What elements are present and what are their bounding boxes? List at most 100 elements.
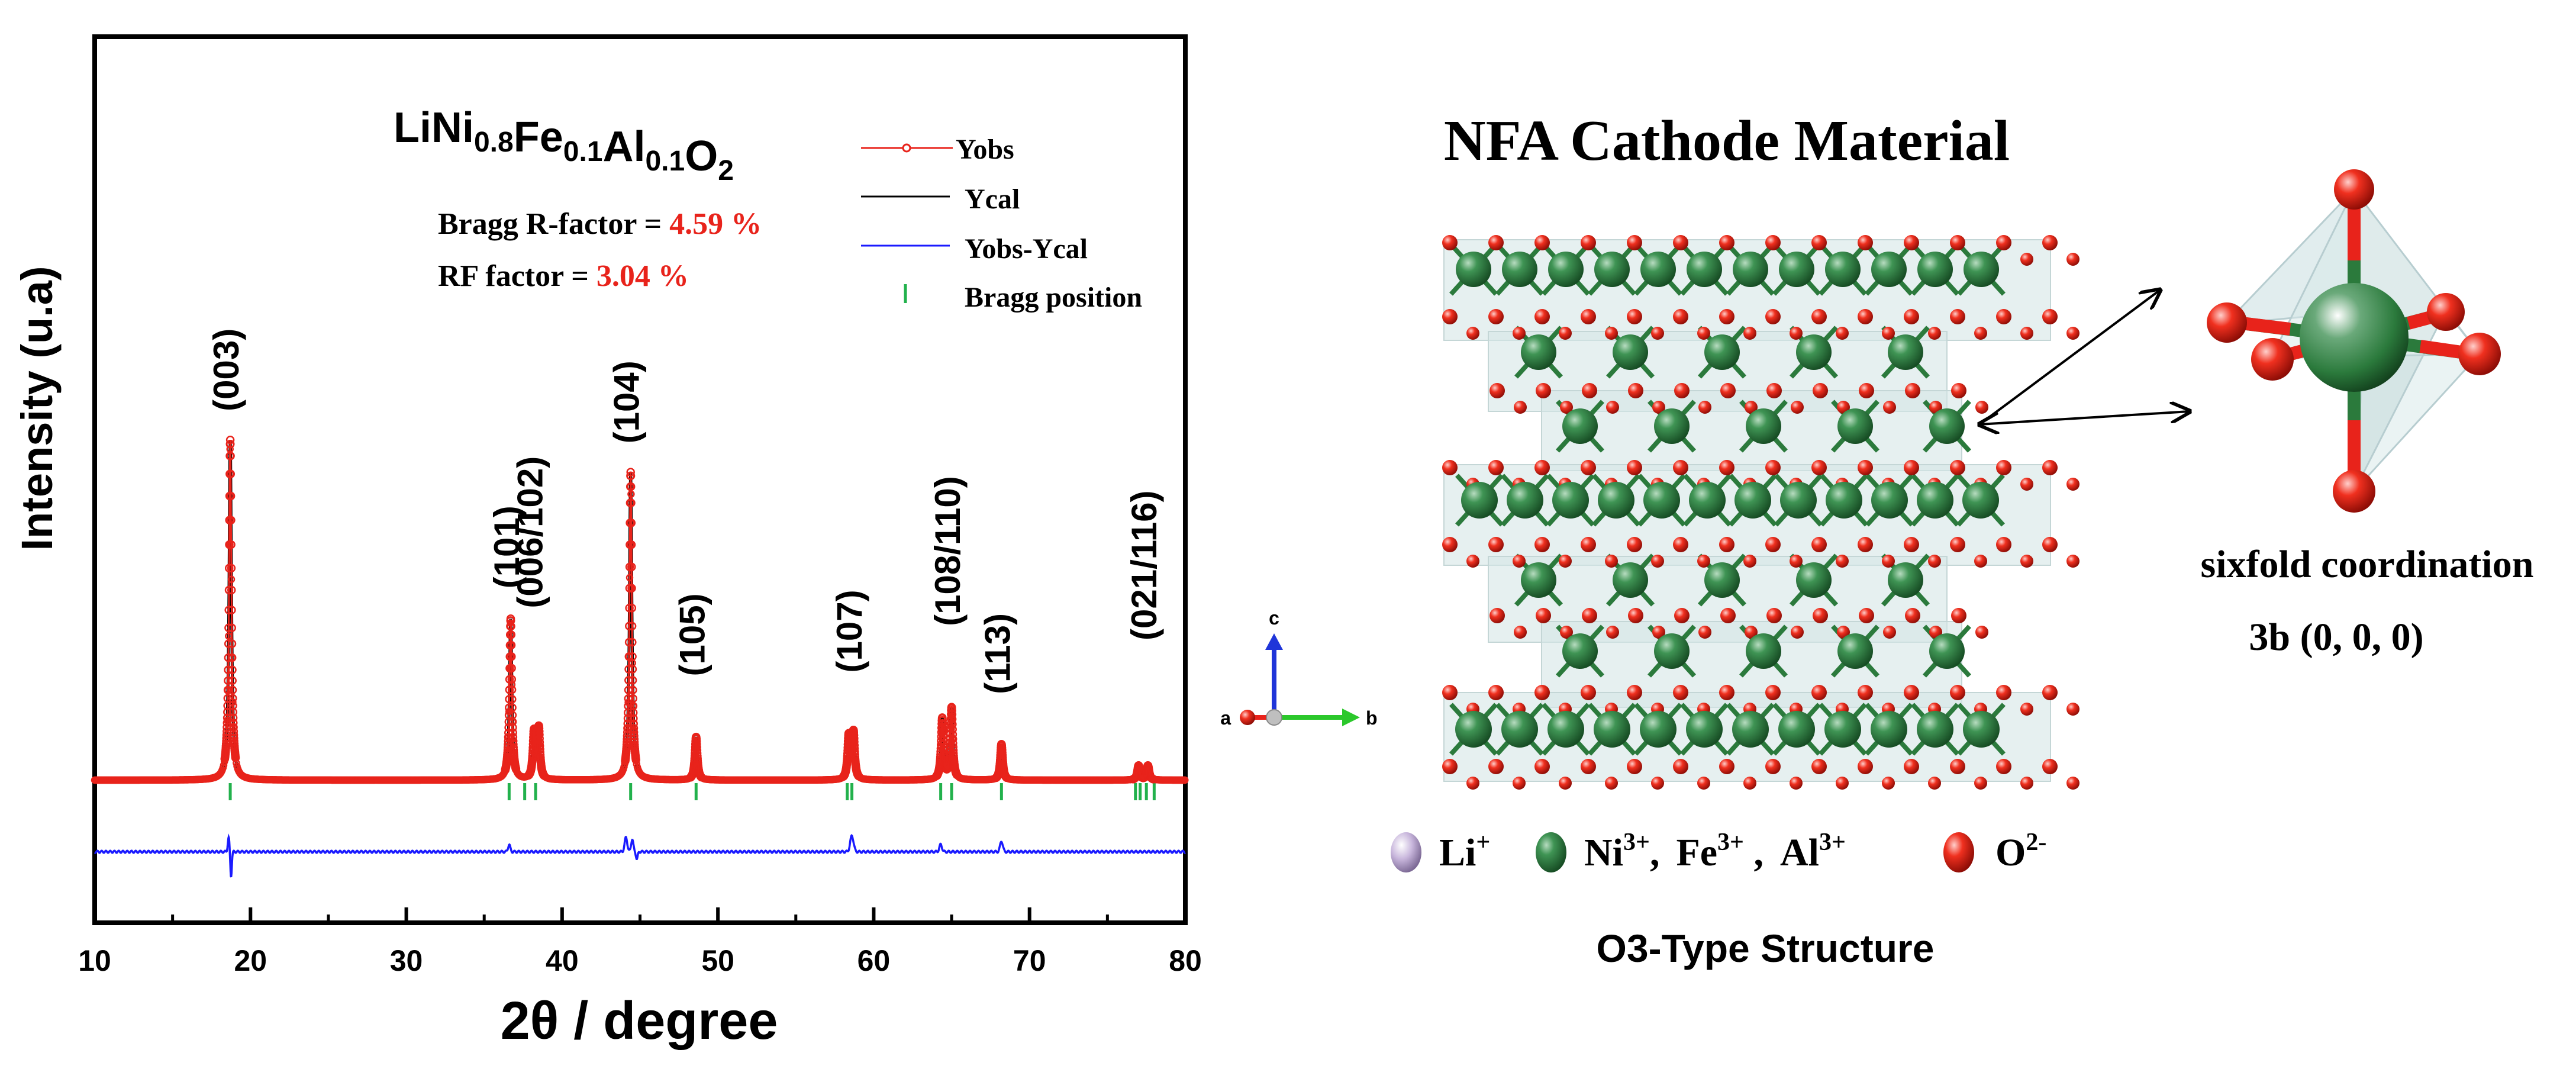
metal-atom — [1796, 334, 1832, 370]
oxygen-atom — [1559, 555, 1572, 568]
metal-atom — [1824, 711, 1861, 748]
metal-atom — [1929, 408, 1965, 444]
oxygen-atom — [1466, 777, 1479, 790]
oxygen-atom — [1904, 759, 1919, 774]
metal-atom — [1548, 252, 1584, 287]
metal-atom — [1732, 711, 1769, 748]
oxygen-atom — [1905, 608, 1920, 623]
metal-atom — [1562, 408, 1598, 444]
b-axis-arrowhead — [1342, 709, 1360, 726]
oxygen-atom — [2066, 253, 2080, 266]
formula-subscript: 0.1 — [645, 146, 685, 177]
formula-part: Al — [602, 123, 645, 170]
metal-atom — [1837, 633, 1873, 669]
metal-atom — [1654, 408, 1690, 444]
oxygen-atom — [1442, 235, 1458, 250]
oxygen-atom — [1904, 460, 1919, 475]
oxygen-atom — [1883, 401, 1896, 414]
oxygen-atom — [1765, 537, 1781, 552]
oxygen-atom — [1905, 383, 1920, 398]
oxygen-atom — [1858, 460, 1873, 475]
legend-yobs-marker — [902, 143, 911, 153]
metal-atom — [1929, 633, 1965, 669]
oxygen-atom — [1950, 537, 1965, 552]
metal-atom — [1780, 482, 1817, 519]
oxygen-atom — [1904, 685, 1919, 700]
oxygen-atom — [1811, 309, 1827, 324]
peak-label: (101) — [487, 505, 527, 588]
xrd-chart: 10 20 30 40 50 60 70 80 (003) (101)(006/102) (104… — [12, 34, 1202, 1051]
metal-atom — [1964, 252, 1999, 287]
oxygen-atom — [1488, 309, 1504, 324]
oxygen-atom — [1975, 626, 1988, 639]
metal-atom — [1796, 562, 1832, 598]
oxygen-atom — [1813, 383, 1828, 398]
oxygen-atom — [2020, 703, 2033, 716]
axis-label-a: a — [1220, 707, 1231, 729]
x-tick-label: 10 — [78, 944, 111, 977]
o-legend-icon — [1943, 832, 1974, 872]
oxygen-atom — [1766, 383, 1782, 398]
oxygen-atom — [1534, 759, 1550, 774]
oxygen-atom — [1882, 555, 1895, 568]
metal-atom — [1594, 711, 1630, 748]
oxygen-atom — [1488, 460, 1504, 475]
oxygen-atom — [1488, 235, 1504, 250]
oxygen-atom — [1996, 460, 2011, 475]
metal-atom — [1837, 408, 1873, 444]
oxygen-atom — [1858, 759, 1873, 774]
oxygen-atom — [1605, 777, 1618, 790]
oxygen-atom — [1466, 327, 1479, 340]
oxygen-atom — [1488, 759, 1504, 774]
pointer-arrow-lower — [1979, 411, 2190, 424]
oxygen-atom — [1627, 685, 1642, 700]
oxygen-atom — [1858, 685, 1873, 700]
oxygen-atom — [2020, 327, 2033, 340]
ycal-line — [95, 440, 1185, 782]
oxygen-atom — [1719, 309, 1734, 324]
metal-atom — [1521, 562, 1556, 598]
oxygen-atom — [1836, 777, 1849, 790]
oxygen-atom — [1652, 401, 1665, 414]
oxygen-atom — [1581, 759, 1596, 774]
chart-legend: Yobs Ycal Yobs-Ycal Bragg position — [861, 134, 1142, 313]
oxygen-atom-right — [2458, 333, 2501, 375]
oxygen-atom — [1560, 401, 1573, 414]
structure-subtitle: O3-Type Structure — [1597, 926, 1935, 970]
metal-atom — [1547, 711, 1584, 748]
oxygen-atom — [1442, 460, 1458, 475]
oxygen-atom — [2066, 703, 2080, 716]
axis-label-b: b — [1366, 707, 1378, 729]
oxygen-atom — [1951, 608, 1966, 623]
oxygen-atom-bottom — [2333, 470, 2375, 513]
oxygen-atom — [1719, 537, 1734, 552]
metal-atom — [1704, 562, 1740, 598]
oxygen-atom — [2042, 460, 2058, 475]
metal-atom — [1871, 482, 1908, 519]
oxygen-atom — [1975, 401, 1988, 414]
oxygen-atom — [1790, 327, 1803, 340]
structure-title: NFA Cathode Material — [1444, 109, 2010, 173]
axis-label-c: c — [1269, 607, 1279, 629]
oxygen-atom — [1628, 383, 1643, 398]
oxygen-atom — [1442, 759, 1458, 774]
metal-atom — [1962, 482, 1999, 519]
oxygen-atom — [1904, 235, 1919, 250]
oxygen-atom — [1811, 460, 1827, 475]
metal-atom — [1687, 252, 1722, 287]
legend-yobs-label: Yobs — [956, 134, 1014, 165]
metal-atom — [1502, 252, 1537, 287]
oxygen-atom — [1974, 555, 1987, 568]
oxygen-atom — [1836, 555, 1849, 568]
metal-atom — [1598, 482, 1634, 519]
oxygen-atom — [1951, 383, 1966, 398]
oxygen-atom — [1559, 327, 1572, 340]
oxygen-atom — [1720, 608, 1736, 623]
oxygen-atom — [1996, 235, 2011, 250]
x-tick-label: 30 — [390, 944, 423, 977]
oxygen-atom — [1904, 309, 1919, 324]
formula-subscript: 2 — [718, 155, 734, 186]
oxygen-atom — [2066, 327, 2080, 340]
oxygen-atom — [1627, 537, 1642, 552]
metal-atom-center — [2300, 283, 2409, 392]
